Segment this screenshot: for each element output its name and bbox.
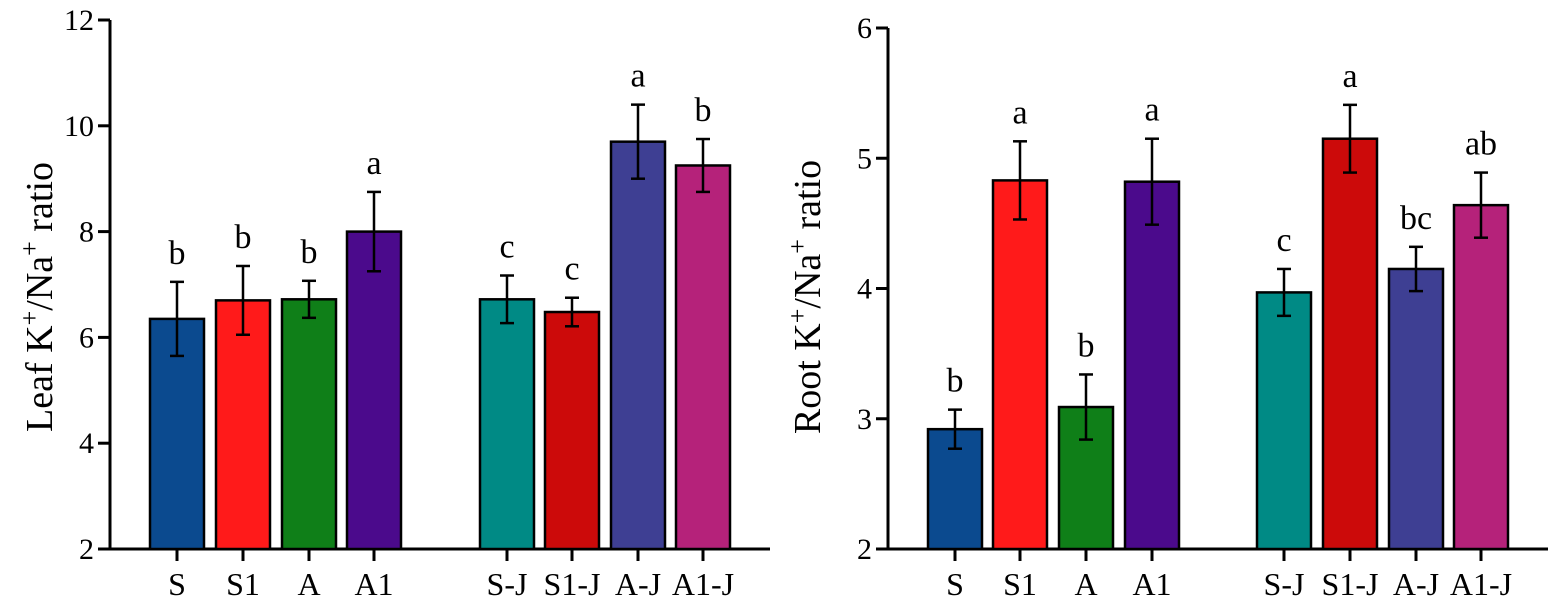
y-tick-label: 10: [64, 110, 94, 143]
y-tick-label: 3: [857, 403, 872, 436]
bar-s1-j: [543, 310, 601, 551]
significance-letter: ab: [1465, 126, 1497, 163]
y-axis-title-part: Leaf K: [19, 325, 61, 432]
y-axis-title-part: ratio: [787, 160, 829, 239]
x-category-label: A1-J: [1450, 566, 1512, 602]
x-category-label: A1-J: [672, 566, 734, 602]
chart-panel-root: 2 3 4 5 6 b Sa S1 b Aa A1 c S-J a S1-J bc A-J ab A1-J Root …: [783, 12, 1548, 602]
y-tick-label: 5: [857, 142, 872, 175]
bar-s-j: [1255, 291, 1313, 551]
y-tick-label: 8: [79, 216, 94, 249]
x-category-label: S1-J: [544, 566, 601, 602]
x-category-label: S-J: [1264, 566, 1305, 602]
y-axis-title-part: +: [15, 241, 44, 256]
significance-letter: bc: [1400, 200, 1432, 237]
x-category-label: A1: [354, 566, 393, 602]
x-category-label: S: [946, 566, 964, 602]
bar-a-j: [609, 140, 667, 551]
x-category-label: A: [297, 566, 320, 602]
y-axis-title-part: /Na: [19, 256, 61, 311]
bar-a-j: [1387, 267, 1445, 551]
significance-letter: a: [366, 145, 381, 182]
y-tick-label: 2: [79, 533, 94, 566]
bar-a1-j: [1452, 203, 1510, 551]
significance-letter: a: [630, 58, 645, 95]
x-category-label: A1: [1132, 566, 1171, 602]
x-category-label: A: [1074, 566, 1097, 602]
y-axis-title-part: Root K: [787, 323, 829, 434]
y-tick-label: 4: [857, 273, 872, 306]
bar-s1: [991, 179, 1049, 551]
x-category-label: A-J: [1393, 566, 1439, 602]
significance-letter: b: [169, 235, 186, 272]
y-axis-title: Root K+/Na+ ratio: [783, 160, 829, 434]
x-category-label: S1: [226, 566, 260, 602]
significance-letter: b: [947, 363, 964, 400]
y-tick-label: 2: [857, 533, 872, 566]
y-tick-label: 6: [857, 12, 872, 45]
significance-letter: c: [564, 251, 579, 288]
significance-letter: a: [1012, 94, 1027, 131]
y-axis-title-part: +: [15, 311, 44, 326]
y-axis-title-part: ratio: [19, 162, 61, 241]
significance-letter: c: [499, 229, 514, 266]
x-category-label: A-J: [615, 566, 661, 602]
x-category-label: S1: [1003, 566, 1037, 602]
significance-letter: a: [1144, 92, 1159, 129]
bar-s-j: [478, 298, 536, 551]
y-axis-title: Leaf K+/Na+ ratio: [15, 162, 61, 432]
significance-letter: c: [1276, 222, 1291, 259]
y-tick-label: 6: [79, 321, 94, 354]
y-axis-title-part: +: [783, 309, 812, 324]
bar-a1: [1123, 180, 1181, 551]
x-category-label: S-J: [487, 566, 528, 602]
significance-letter: b: [695, 92, 712, 129]
significance-letter: a: [1342, 58, 1357, 95]
significance-letter: b: [301, 234, 318, 271]
bar-s1-j: [1321, 137, 1379, 551]
y-tick-label: 4: [79, 427, 94, 460]
bar-s1: [214, 299, 272, 551]
x-category-label: S1-J: [1322, 566, 1379, 602]
x-category-label: S: [168, 566, 186, 602]
y-axis-title-part: +: [783, 239, 812, 254]
significance-letter: b: [235, 219, 252, 256]
chart-panel-leaf: 2 4 6 8 10 12 b Sb S1 b Aa A1 c S-J c S1-J a A-J b A1-J Leaf…: [15, 4, 770, 602]
bar-a: [280, 298, 338, 551]
bar-a1-j: [674, 164, 732, 551]
significance-letter: b: [1078, 327, 1095, 364]
y-tick-label: 12: [64, 4, 94, 37]
bar-a1: [345, 230, 403, 551]
y-axis-title-part: /Na: [787, 254, 829, 309]
